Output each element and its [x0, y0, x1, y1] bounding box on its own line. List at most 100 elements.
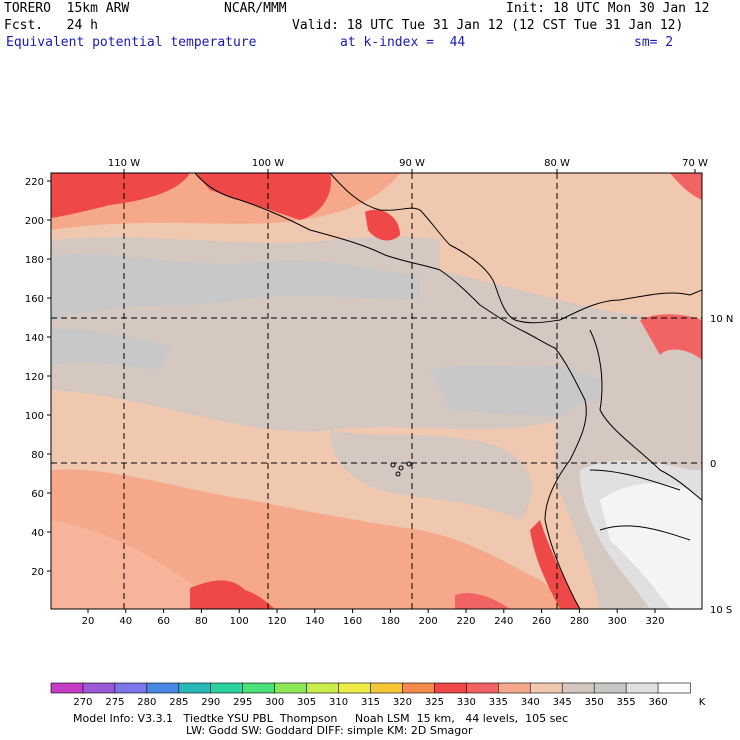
left-axis-label: 60: [31, 489, 44, 500]
model-name: TORERO 15km ARW: [4, 1, 130, 16]
andes-white: [600, 483, 702, 609]
bottom-axis-label: 80: [195, 616, 208, 627]
theta-e-field: [51, 173, 702, 609]
colorbar-label: 355: [617, 697, 636, 708]
colorbar-swatch: [338, 682, 372, 694]
left-axis-label: 200: [25, 216, 44, 227]
red-north-west: [51, 173, 190, 218]
bottom-axis-label: 320: [645, 616, 664, 627]
left-axis-label: 140: [25, 333, 44, 344]
right-lat-label: 10 N: [710, 314, 733, 325]
left-axis-label: 220: [25, 177, 44, 188]
colorbar: 270 275 280 285 290 295 300 305 310 315 320 325 330 3…: [50, 682, 706, 708]
init-time: Init: 18 UTC Mon 30 Jan 12: [506, 1, 710, 16]
colorbar-label: 275: [105, 697, 124, 708]
bottom-axis-label: 240: [494, 616, 513, 627]
inland-border-2: [589, 469, 681, 491]
colorbar-label: 335: [489, 697, 508, 708]
central-america-caribbean-coast: [329, 173, 561, 324]
colorbar-label: 305: [297, 697, 316, 708]
colorbar-swatch: [274, 682, 308, 694]
colorbar-label: 285: [169, 697, 188, 708]
colorbar-swatch: [306, 682, 340, 694]
top-lon-label: 70 W: [682, 158, 708, 169]
colorbar-label: 345: [553, 697, 572, 708]
smoothing-label: sm= 2: [634, 35, 674, 50]
left-axis-label: 100: [25, 411, 44, 422]
colorbar-swatch: [529, 682, 564, 694]
model-info-line1: Model Info: V3.3.1 Tiedtke YSU PBL Thomp…: [73, 712, 569, 725]
red-patch-south: [190, 580, 275, 609]
coastlines: [194, 173, 702, 609]
colorbar-swatch: [82, 682, 116, 694]
galapagos-island-4: [395, 471, 401, 477]
inland-border: [589, 329, 702, 501]
colorbar-swatch: [210, 682, 244, 694]
bottom-axis-label: 260: [532, 616, 551, 627]
light-grey-region-2: [51, 328, 170, 370]
left-axis-label: 20: [31, 567, 44, 578]
top-lon-label: 100 W: [252, 158, 284, 169]
axis-layer: 110 W 100 W 90 W 80 W 70 W220200180160140120…: [25, 158, 733, 627]
red-patch-south-2: [455, 593, 510, 609]
galapagos-island-3: [406, 461, 412, 467]
colorbar-swatch: [178, 682, 212, 694]
colorbar-swatch: [657, 682, 691, 694]
bottom-axis-label: 220: [456, 616, 475, 627]
colorbar-label: 315: [361, 697, 380, 708]
colorbar-label: 290: [201, 697, 220, 708]
caribbean-tan: [440, 173, 702, 320]
bottom-axis-label: 180: [381, 616, 400, 627]
colorbar-label: 300: [265, 697, 284, 708]
right-lat-label: 0: [710, 459, 716, 470]
graticule: [51, 173, 702, 609]
bottom-axis-label: 280: [570, 616, 589, 627]
eq-grey-tongue: [330, 430, 532, 520]
colorbar-label: 350: [585, 697, 604, 708]
colorbar-swatch: [370, 682, 404, 694]
colorbar-label: 310: [329, 697, 348, 708]
cuba-red: [670, 173, 702, 200]
colorbar-swatch: [50, 682, 84, 694]
colorbar-label: 320: [393, 697, 412, 708]
salmon-south-2: [51, 520, 200, 609]
model-info-line2: LW: Godd SW: Goddard DIFF: simple KM: 2D…: [186, 724, 473, 737]
peru-coast-red: [530, 520, 580, 609]
colorbar-swatch: [402, 682, 436, 694]
left-axis-label: 80: [31, 450, 44, 461]
colorbar-swatch: [561, 682, 595, 694]
colorbar-swatch: [625, 682, 659, 694]
level-label: at k-index = 44: [340, 35, 466, 50]
top-lon-label: 80 W: [544, 158, 570, 169]
left-axis-label: 180: [25, 255, 44, 266]
bottom-axis-label: 140: [305, 616, 324, 627]
field-title: Equivalent potential temperature: [6, 35, 257, 50]
colorbar-swatch: [497, 682, 532, 694]
galapagos-island-2: [398, 465, 404, 471]
south-america-north-coast: [559, 289, 702, 321]
bottom-axis-label: 20: [82, 616, 95, 627]
left-axis-label: 160: [25, 294, 44, 305]
colorbar-unit: K: [699, 697, 706, 708]
light-grey-region: [51, 254, 420, 320]
colorbar-label: 360: [649, 697, 668, 708]
map-frame: [50, 172, 703, 610]
center-name: NCAR/MMM: [224, 1, 287, 16]
bottom-axis-label: 120: [267, 616, 286, 627]
south-america-pacific-coast: [544, 347, 587, 609]
top-lon-label: 90 W: [399, 158, 425, 169]
forecast-hour: Fcst. 24 h: [4, 18, 98, 33]
red-central-america: [365, 209, 400, 241]
bottom-axis-label: 200: [419, 616, 438, 627]
left-axis-label: 40: [31, 528, 44, 539]
colorbar-label: 330: [457, 697, 476, 708]
salmon-south: [51, 469, 580, 609]
colorbar-swatch: [114, 682, 148, 694]
colorbar-label: 295: [233, 697, 252, 708]
bottom-axis-label: 160: [343, 616, 362, 627]
right-lat-label: 10 S: [710, 605, 732, 616]
colorbar-swatch: [434, 682, 468, 694]
colorbar-swatch: [593, 682, 627, 694]
colorbar-label: 270: [73, 697, 92, 708]
